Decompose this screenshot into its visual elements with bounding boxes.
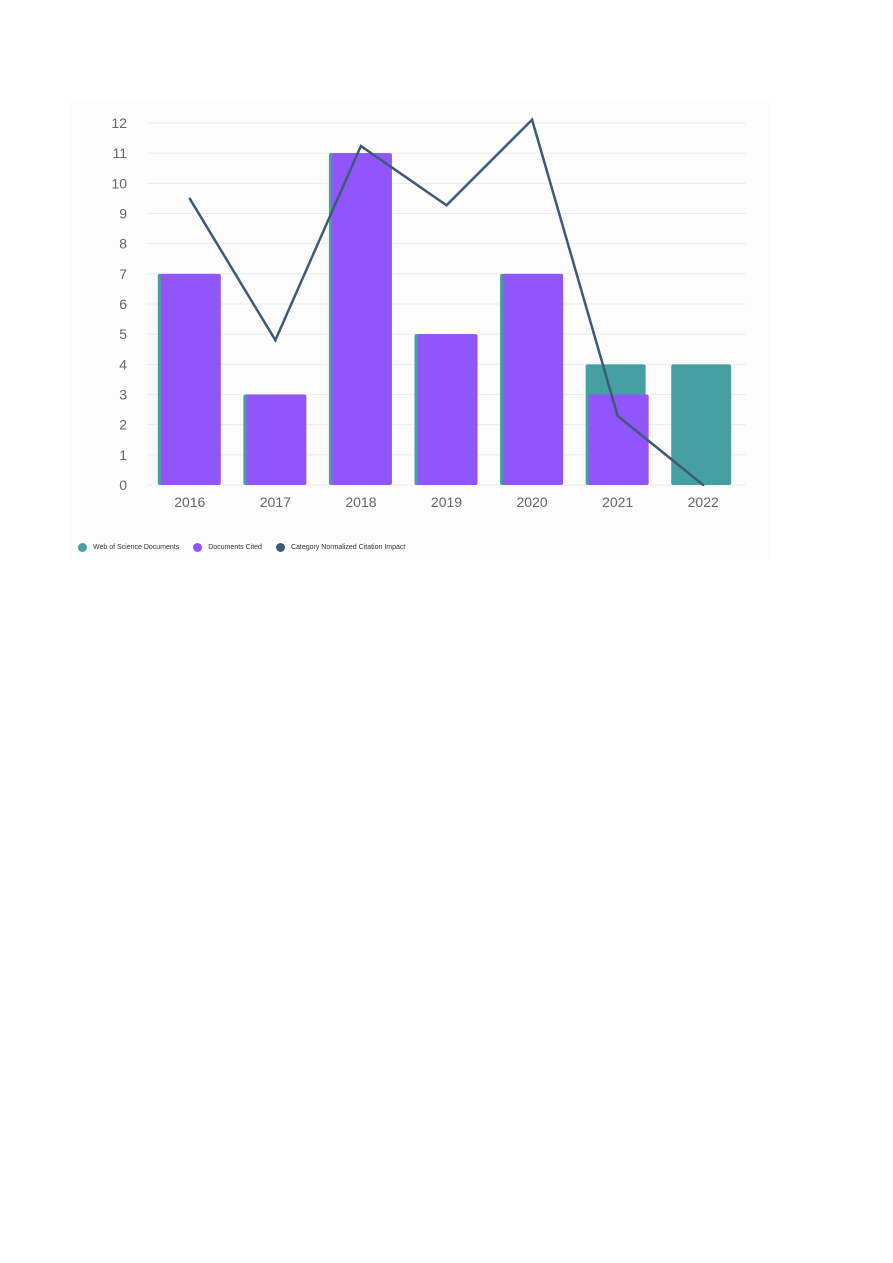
legend-item-wos-documents[interactable]: Web of Science Documents — [78, 543, 179, 552]
legend-item-cnci[interactable]: Category Normalized Citation Impact — [275, 543, 406, 552]
legend-swatch-wos-documents — [78, 543, 87, 552]
bars — [157, 153, 732, 485]
x-tick-label: 2021 — [602, 494, 633, 510]
y-left-tick-label: 0 — [119, 477, 127, 493]
axis-labels: 01234567891011120.00.10.20.30.40.50.60.7… — [111, 115, 719, 510]
legend-item-documents-cited[interactable]: Documents Cited — [193, 543, 262, 552]
y-left-tick-label: 3 — [119, 387, 127, 403]
line-point — [530, 118, 534, 121]
line-series — [188, 117, 705, 487]
x-tick-label: 2017 — [260, 494, 291, 510]
legend-swatch-documents-cited — [193, 543, 203, 552]
line-point — [274, 339, 277, 342]
legend-swatch-cnci — [275, 543, 285, 552]
line-point — [359, 144, 363, 148]
legend-label-cnci: Category Normalized Citation Impact — [290, 544, 406, 551]
x-tick-label: 2018 — [345, 494, 376, 510]
bar-documents-cited — [331, 153, 392, 485]
x-tick-label: 2020 — [516, 494, 547, 510]
bar-documents-cited — [160, 273, 221, 485]
legend-label-wos-documents: Web of Science Documents — [93, 544, 180, 551]
y-left-tick-label: 7 — [119, 266, 127, 282]
y-left-tick-label: 1 — [119, 447, 127, 463]
y-left-tick-label: 8 — [119, 236, 127, 252]
x-tick-label: 2019 — [431, 494, 462, 510]
y-left-tick-label: 2 — [119, 417, 127, 433]
legend-label-documents-cited: Documents Cited — [208, 544, 262, 551]
y-left-tick-label: 5 — [119, 326, 127, 342]
y-left-tick-label: 9 — [119, 206, 127, 222]
bar-documents-cited — [503, 273, 564, 485]
x-tick-label: 2016 — [174, 494, 205, 510]
line-point — [188, 197, 191, 200]
y-left-tick-label: 12 — [111, 115, 127, 131]
chart-panel: 01234567891011120.00.10.20.30.40.50.60.7… — [70, 100, 770, 560]
line-point — [616, 414, 619, 418]
line-point — [702, 483, 705, 487]
bar-documents-cited — [588, 394, 649, 485]
y-left-tick-label: 11 — [112, 145, 127, 161]
line-point — [445, 204, 448, 207]
bar-web-of-science-documents — [671, 364, 732, 485]
y-left-tick-label: 6 — [119, 296, 127, 312]
y-left-tick-label: 4 — [119, 356, 127, 372]
y-left-tick-label: 10 — [111, 175, 127, 191]
x-tick-label: 2022 — [688, 494, 719, 510]
bar-documents-cited — [417, 334, 478, 485]
legend: Web of Science Documents Documents Cited… — [78, 543, 419, 552]
chart-svg: 01234567891011120.00.10.20.30.40.50.60.7… — [111, 115, 746, 510]
bar-documents-cited — [246, 394, 307, 485]
